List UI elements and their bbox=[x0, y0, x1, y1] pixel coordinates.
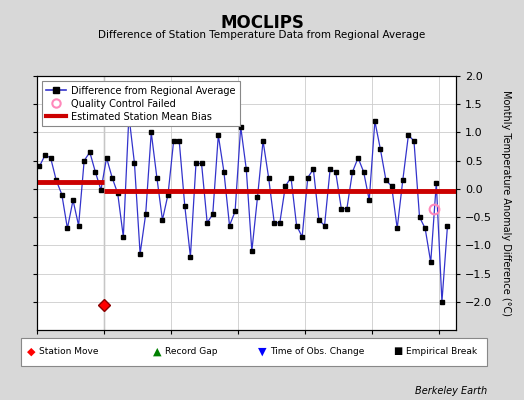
Y-axis label: Monthly Temperature Anomaly Difference (°C): Monthly Temperature Anomaly Difference (… bbox=[501, 90, 511, 316]
Text: ▼: ▼ bbox=[258, 346, 266, 356]
Text: MOCLIPS: MOCLIPS bbox=[220, 14, 304, 32]
Text: Record Gap: Record Gap bbox=[165, 347, 217, 356]
Text: Time of Obs. Change: Time of Obs. Change bbox=[270, 347, 364, 356]
Text: Empirical Break: Empirical Break bbox=[406, 347, 477, 356]
Text: ◆: ◆ bbox=[27, 346, 36, 356]
Text: ▲: ▲ bbox=[153, 346, 161, 356]
Text: Berkeley Earth: Berkeley Earth bbox=[415, 386, 487, 396]
Text: ■: ■ bbox=[394, 346, 403, 356]
Legend: Difference from Regional Average, Quality Control Failed, Estimated Station Mean: Difference from Regional Average, Qualit… bbox=[41, 81, 240, 126]
Text: Difference of Station Temperature Data from Regional Average: Difference of Station Temperature Data f… bbox=[99, 30, 425, 40]
Text: Station Move: Station Move bbox=[39, 347, 99, 356]
